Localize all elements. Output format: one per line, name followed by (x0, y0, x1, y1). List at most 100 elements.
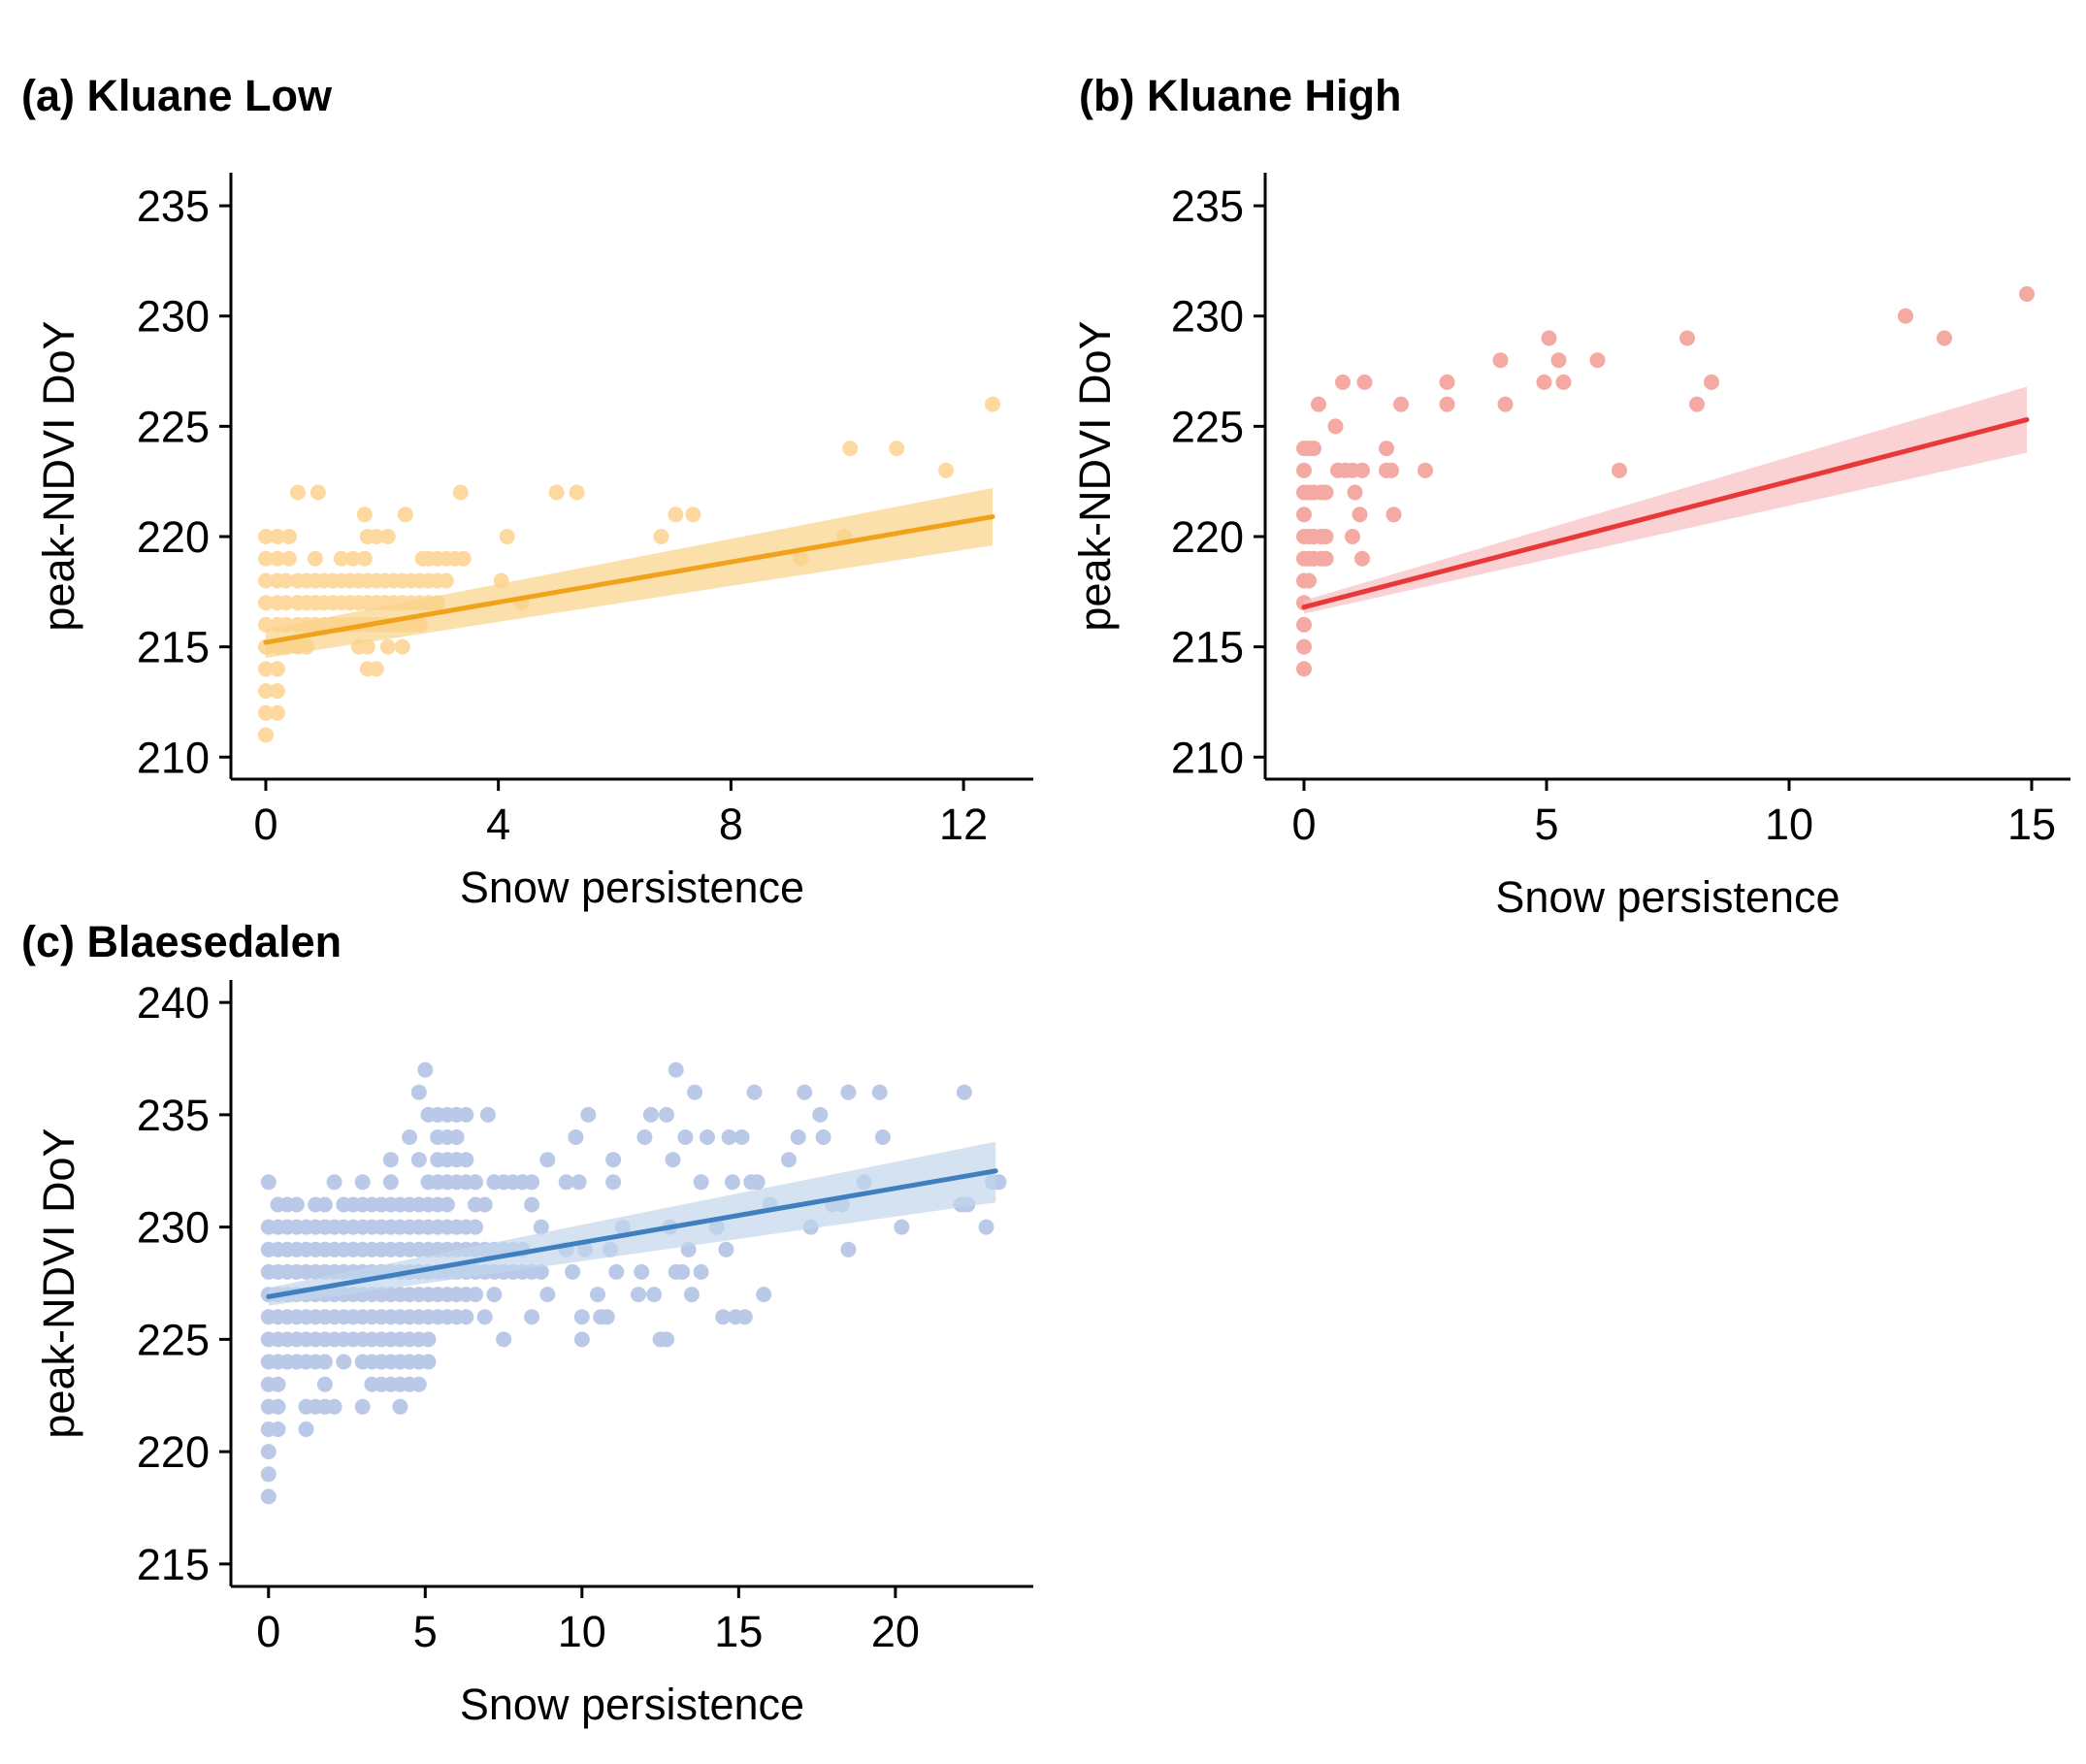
data-point (356, 506, 373, 523)
y-tick-label: 235 (137, 1091, 210, 1140)
data-point (1612, 462, 1627, 478)
data-point (548, 484, 565, 501)
data-point (476, 1196, 493, 1213)
x-tick-label: 5 (413, 1607, 438, 1656)
y-tick-label: 220 (137, 1427, 210, 1477)
data-point (1318, 484, 1334, 501)
panel-kluane-high: (b) Kluane High Snow persistence peak-ND… (1070, 71, 2070, 922)
x-tick-label: 0 (253, 800, 277, 849)
data-point (749, 1174, 766, 1191)
y-tick-label: 230 (1171, 292, 1244, 342)
data-point (1384, 462, 1399, 478)
y-tick-label: 215 (137, 1540, 210, 1589)
data-point (258, 595, 274, 611)
data-point (573, 1331, 590, 1348)
regression-line (266, 1168, 998, 1299)
data-point (733, 1129, 750, 1145)
data-point (354, 1398, 371, 1415)
data-point (840, 1241, 857, 1258)
data-point (889, 441, 905, 457)
data-point (468, 1287, 483, 1303)
confidence-band (266, 488, 994, 658)
data-point (452, 484, 469, 501)
data-point (2019, 286, 2035, 302)
data-point (539, 1287, 556, 1303)
data-point (258, 550, 274, 567)
data-point (420, 1331, 437, 1348)
data-point (288, 1196, 305, 1213)
x-tick-label: 4 (486, 800, 510, 849)
data-point (269, 661, 285, 677)
points-layer (1296, 286, 2035, 677)
data-point (605, 1174, 622, 1191)
data-point (1354, 550, 1370, 567)
data-point (715, 1309, 732, 1325)
data-point (402, 1129, 418, 1145)
data-point (1306, 441, 1321, 457)
y-tick-label: 240 (137, 978, 210, 1028)
data-point (344, 550, 361, 567)
data-point (410, 1152, 427, 1168)
data-point (1296, 462, 1312, 478)
x-tick-label: 20 (871, 1607, 920, 1656)
data-point (1418, 462, 1433, 478)
y-tick-label: 235 (1171, 181, 1244, 231)
data-point (260, 1466, 277, 1483)
data-point (258, 727, 274, 743)
y-axis-label: peak-NDVI DoY (1070, 320, 1120, 631)
data-point (1347, 484, 1363, 501)
data-point (1335, 374, 1351, 390)
data-point (468, 1174, 483, 1191)
data-point (1385, 506, 1402, 523)
data-point (840, 1084, 857, 1100)
panel-title: (a) Kluane Low (21, 71, 333, 120)
data-point (356, 550, 373, 567)
data-point (693, 1174, 709, 1191)
data-point (354, 1174, 371, 1191)
data-point (539, 1152, 556, 1168)
data-point (646, 1287, 663, 1303)
data-point (1679, 330, 1695, 346)
data-point (668, 506, 684, 523)
regression-line (263, 514, 995, 645)
data-point (1550, 352, 1567, 369)
data-point (333, 550, 349, 567)
data-point (307, 550, 323, 567)
data-point (468, 1219, 483, 1235)
data-point (815, 1129, 831, 1145)
data-point (270, 1376, 286, 1392)
data-point (533, 1219, 549, 1235)
data-point (326, 1398, 342, 1415)
data-point (569, 484, 585, 501)
data-point (269, 529, 285, 544)
y-tick-label: 210 (1171, 733, 1244, 782)
data-point (568, 1129, 584, 1145)
data-point (668, 1062, 684, 1078)
data-point (871, 1084, 888, 1100)
data-point (270, 1398, 286, 1415)
data-point (700, 1129, 715, 1145)
data-point (1379, 441, 1394, 457)
data-point (724, 1174, 740, 1191)
data-point (634, 1263, 650, 1280)
data-point (1439, 396, 1455, 412)
data-point (336, 1354, 352, 1370)
x-tick-label: 5 (1534, 800, 1558, 849)
y-axis-label: peak-NDVI DoY (34, 320, 83, 631)
data-point (565, 1263, 581, 1280)
data-point (458, 1152, 474, 1168)
data-point (956, 1084, 972, 1100)
data-point (359, 638, 375, 655)
y-tick-label: 225 (137, 402, 210, 451)
data-point (270, 1421, 286, 1437)
data-point (1318, 550, 1334, 567)
data-point (636, 1129, 653, 1145)
data-point (368, 661, 384, 677)
x-tick-label: 15 (2007, 800, 2056, 849)
data-point (736, 1309, 753, 1325)
data-point (277, 595, 294, 611)
data-point (258, 683, 274, 700)
data-point (558, 1174, 574, 1191)
data-point (479, 1106, 496, 1123)
data-point (1898, 308, 1913, 324)
